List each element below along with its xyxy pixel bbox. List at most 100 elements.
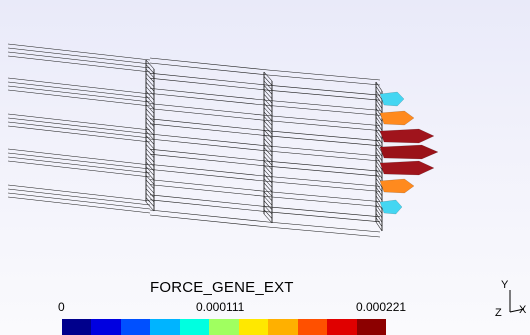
mesh-edge [267,130,381,142]
mesh-edge [145,95,155,105]
mesh-edge [263,213,273,224]
colorbar-swatch [268,319,298,335]
mesh-edge [267,74,381,86]
mesh-edge [267,120,381,131]
mesh-edge [263,160,273,170]
mesh-edge [263,142,273,153]
mesh-edge [263,173,273,184]
mesh-edge [145,99,155,110]
mesh-edge [375,90,383,100]
mesh-edge [145,130,155,141]
mesh-edge [267,150,381,162]
mesh-edge [267,196,381,207]
mesh-edge [263,178,273,188]
mesh-edge [149,164,269,177]
mesh-edge [149,179,269,192]
mesh-edge [145,82,155,92]
mesh-edge [149,148,269,162]
mesh-edge [145,121,155,132]
mesh-edge [7,184,151,202]
mesh-edge [375,129,383,140]
mesh-edge [145,86,155,96]
mesh-edge [375,182,383,192]
mesh-edge [267,105,381,116]
mesh-edge [267,69,381,81]
mesh-edge [375,103,383,114]
mesh-edge [267,226,381,238]
legend-colorbar [62,319,386,335]
colorbar-swatch [297,319,328,335]
mesh-edge [267,191,381,202]
legend-tick-mid: 0.000111 [196,300,245,314]
mesh-edge [375,217,383,227]
mesh-edge [7,85,151,103]
mesh-edge [7,192,151,210]
mesh-edge [375,208,383,219]
mesh-edge [145,113,155,123]
axis-z-label: Z [495,307,502,319]
mesh-edge [149,123,269,137]
mesh-edge [263,200,273,210]
mesh-edge [145,135,155,145]
mesh-edge [149,118,269,132]
mesh-edge [375,186,383,197]
mesh-edge [145,108,155,118]
force-arrow-glyph [379,144,439,160]
mesh-edge [149,57,269,71]
colorbar-swatch [91,319,121,335]
mesh-edge [145,59,155,70]
mesh-edge [267,100,381,111]
mesh-edge [149,133,269,147]
mesh-edge [149,209,269,223]
mesh-edge [267,165,381,177]
mesh-edge [263,156,273,166]
mesh-edge [263,94,273,104]
mesh-edge [263,80,273,91]
legend-tick-min: 0 [58,300,65,314]
mesh-edge [145,139,155,150]
mesh-edge [263,107,273,117]
mesh-edge [149,77,269,91]
mesh-edge [263,71,273,82]
mesh-edge [375,147,383,157]
force-arrow-glyph [379,199,403,215]
mesh-edge [149,103,269,116]
mesh-edge [375,221,383,232]
force-arrow-glyph [379,178,415,194]
mesh-edge [375,164,383,175]
mesh-edge [145,148,155,158]
mesh-edge [145,117,155,127]
mesh-edge [7,148,151,166]
mesh-edge [375,191,383,201]
mesh-edge [7,51,151,69]
mesh-edge [263,169,273,179]
legend-title: FORCE_GENE_EXT [150,279,294,296]
mesh-edge [375,112,383,122]
mesh-edge [263,209,273,219]
mesh-edge [145,179,155,189]
axis-triad [509,290,525,313]
mesh-edge [263,133,273,144]
mesh-edge [149,88,269,101]
mesh-edge [375,121,383,131]
mesh-edge [263,187,273,197]
mesh-edge [7,77,151,95]
mesh-edge [375,199,383,210]
mesh-edge [263,89,273,99]
mesh-edge [145,104,155,114]
mesh-edge [267,206,381,218]
mesh-edge [7,156,151,174]
mesh-edge [7,152,151,170]
mesh-edge [375,81,383,92]
mesh-edge [263,102,273,113]
mesh-edge [267,145,381,157]
axis-y-label: Y [501,279,509,291]
mesh-edge [267,89,381,101]
mesh-edge [263,111,273,122]
mesh-edge [375,116,383,127]
mesh-edge [145,153,155,163]
mesh-edge [145,90,155,101]
mesh-edge [145,144,155,154]
mesh-edge [375,178,383,188]
